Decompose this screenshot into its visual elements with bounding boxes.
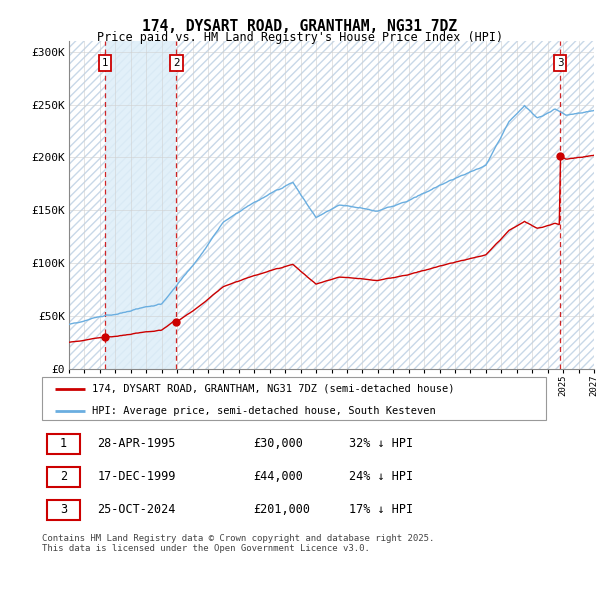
- Bar: [105, 20, 176, 369]
- Text: £201,000: £201,000: [254, 503, 311, 516]
- Text: 2: 2: [173, 58, 180, 68]
- Text: 17-DEC-1999: 17-DEC-1999: [97, 470, 176, 483]
- Text: 32% ↓ HPI: 32% ↓ HPI: [349, 437, 413, 450]
- Text: £44,000: £44,000: [254, 470, 304, 483]
- Text: 25-OCT-2024: 25-OCT-2024: [97, 503, 176, 516]
- Text: 28-APR-1995: 28-APR-1995: [97, 437, 176, 450]
- Text: Contains HM Land Registry data © Crown copyright and database right 2025.
This d: Contains HM Land Registry data © Crown c…: [42, 534, 434, 553]
- Text: 1: 1: [101, 58, 108, 68]
- FancyBboxPatch shape: [47, 467, 80, 487]
- Text: 3: 3: [557, 58, 563, 68]
- Text: £30,000: £30,000: [254, 437, 304, 450]
- FancyBboxPatch shape: [42, 377, 546, 420]
- Text: 174, DYSART ROAD, GRANTHAM, NG31 7DZ (semi-detached house): 174, DYSART ROAD, GRANTHAM, NG31 7DZ (se…: [92, 384, 455, 394]
- Text: HPI: Average price, semi-detached house, South Kesteven: HPI: Average price, semi-detached house,…: [92, 405, 436, 415]
- FancyBboxPatch shape: [47, 434, 80, 454]
- Text: Price paid vs. HM Land Registry's House Price Index (HPI): Price paid vs. HM Land Registry's House …: [97, 31, 503, 44]
- Text: 174, DYSART ROAD, GRANTHAM, NG31 7DZ: 174, DYSART ROAD, GRANTHAM, NG31 7DZ: [143, 19, 458, 34]
- Text: 1: 1: [60, 437, 67, 450]
- Text: 3: 3: [60, 503, 67, 516]
- Text: 2: 2: [60, 470, 67, 483]
- Text: 17% ↓ HPI: 17% ↓ HPI: [349, 503, 413, 516]
- FancyBboxPatch shape: [47, 500, 80, 520]
- Text: 24% ↓ HPI: 24% ↓ HPI: [349, 470, 413, 483]
